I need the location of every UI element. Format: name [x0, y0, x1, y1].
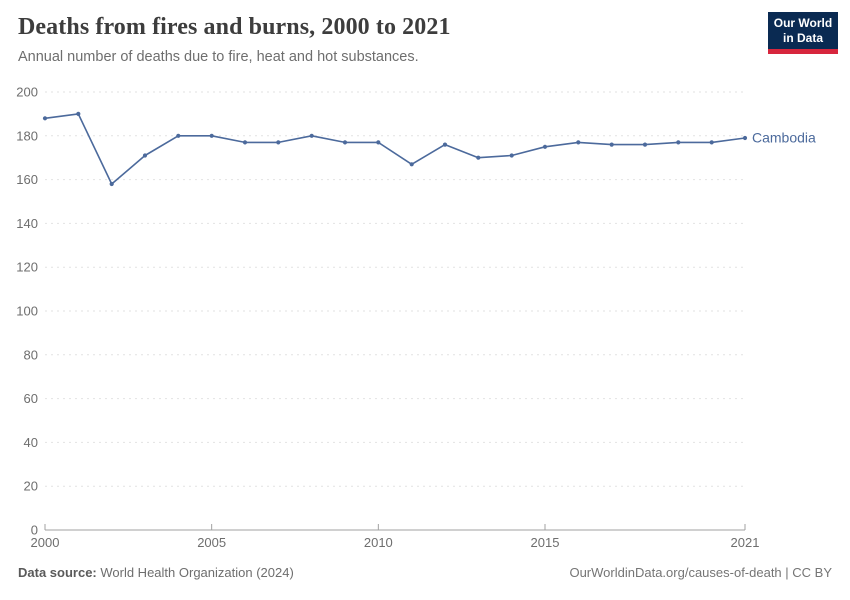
y-tick-label: 100 [16, 304, 38, 319]
license-link[interactable]: OurWorldinData.org/causes-of-death | CC … [569, 565, 832, 580]
chart-title: Deaths from fires and burns, 2000 to 202… [18, 14, 451, 40]
owid-logo-box: Our World in Data [768, 12, 838, 49]
owid-logo-line2: in Data [782, 30, 823, 45]
data-points-cambodia[interactable] [42, 111, 748, 187]
y-tick-label: 200 [16, 85, 38, 100]
data-source-label: Data source: [18, 565, 97, 580]
y-axis-labels: 0 20 40 60 80 100 120 140 160 180 200 [16, 85, 38, 538]
y-tick-label: 0 [31, 523, 38, 538]
chart-area: 0 20 40 60 80 100 120 140 160 180 200 2000 2005 2010 2… [0, 80, 850, 555]
x-tick-label: 2005 [197, 535, 226, 550]
data-source-value: World Health Organization (2024) [96, 565, 294, 580]
x-tick-label: 2015 [531, 535, 560, 550]
series-label-cambodia[interactable]: Cambodia [752, 129, 816, 145]
y-tick-label: 140 [16, 216, 38, 231]
x-axis: 2000 2005 2010 2015 2021 [31, 524, 760, 550]
x-tick-label: 2010 [364, 535, 393, 550]
owid-logo-accent-bar [768, 49, 838, 54]
data-line-cambodia[interactable] [44, 113, 746, 185]
y-tick-label: 120 [16, 260, 38, 275]
chart-header: Deaths from fires and burns, 2000 to 202… [18, 14, 758, 65]
y-tick-label: 80 [24, 347, 38, 362]
chart-subtitle: Annual number of deaths due to fire, hea… [18, 49, 419, 65]
owid-logo-line1: Our World [773, 15, 833, 30]
gridlines [45, 91, 745, 487]
x-tick-label: 2021 [731, 535, 760, 550]
y-tick-label: 160 [16, 172, 38, 187]
chart-footer: Data source: World Health Organization (… [18, 565, 832, 580]
owid-logo[interactable]: Our World in Data [768, 12, 838, 54]
y-tick-label: 180 [16, 128, 38, 143]
x-tick-label: 2000 [31, 535, 60, 550]
y-tick-label: 20 [24, 479, 38, 494]
y-tick-label: 40 [24, 435, 38, 450]
data-source: Data source: World Health Organization (… [18, 565, 294, 580]
y-tick-label: 60 [24, 391, 38, 406]
